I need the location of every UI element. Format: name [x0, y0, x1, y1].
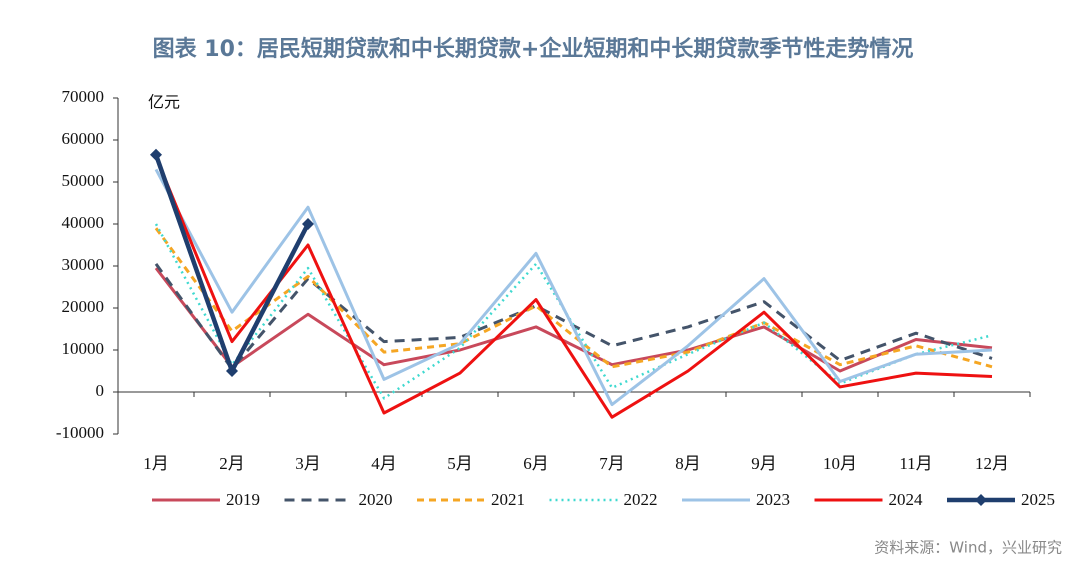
y-tick-label: 20000 [62, 297, 105, 316]
x-tick-label: 5月 [447, 454, 473, 473]
y-tick-label: 60000 [62, 129, 105, 148]
legend-label: 2025 [1021, 490, 1055, 509]
y-tick-label: 70000 [62, 87, 105, 106]
marker [226, 365, 238, 377]
legend-label: 2024 [889, 490, 924, 509]
series-line [154, 227, 993, 369]
chart-title: 图表 10：居民短期贷款和中长期贷款+企业短期和中长期贷款季节性走势情况 [153, 36, 914, 62]
legend-marker [975, 494, 987, 506]
x-tick-label: 8月 [675, 454, 701, 473]
legend-label: 2021 [491, 490, 525, 509]
y-tick-label: -10000 [56, 423, 104, 442]
series-line [154, 267, 993, 373]
x-tick-label: 3月 [295, 454, 321, 473]
x-tick-label: 6月 [523, 454, 549, 473]
series-line [154, 156, 993, 419]
x-tick-label: 2月 [219, 454, 245, 473]
x-tick-label: 1月 [143, 454, 169, 473]
marker [302, 218, 314, 230]
y-tick-label: 50000 [62, 171, 105, 190]
x-tick-label: 9月 [751, 454, 777, 473]
y-tick-label: 30000 [62, 255, 105, 274]
x-tick-label: 7月 [599, 454, 625, 473]
x-tick-label: 11月 [899, 454, 932, 473]
legend-label: 2023 [756, 490, 790, 509]
series-line [154, 168, 993, 407]
legend-label: 2022 [624, 490, 658, 509]
source: 资料来源：Wind，兴业研究 [874, 539, 1062, 557]
x-tick-label: 10月 [823, 454, 857, 473]
y-tick-label: 0 [96, 381, 105, 400]
marker [150, 148, 162, 161]
x-tick-label: 4月 [371, 454, 397, 473]
legend-label: 2020 [359, 490, 393, 509]
legend-label: 2019 [226, 490, 260, 509]
y-unit: 亿元 [148, 94, 180, 112]
y-tick-label: 10000 [62, 339, 105, 358]
x-tick-label: 12月 [975, 454, 1009, 473]
y-tick-label: 40000 [62, 213, 105, 232]
